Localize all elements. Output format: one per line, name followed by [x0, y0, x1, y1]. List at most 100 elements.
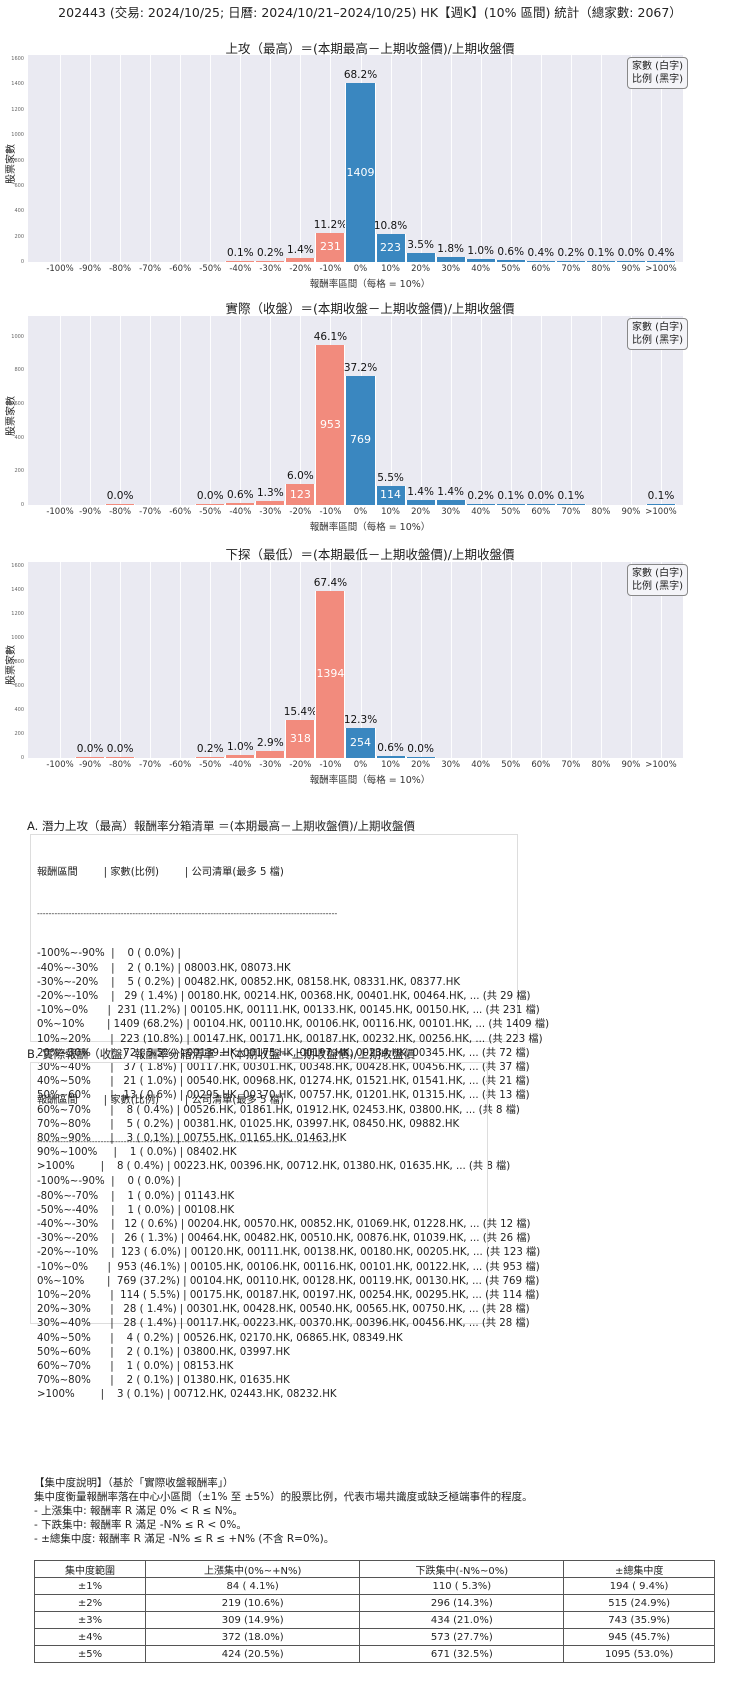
bar-percent-label: 0.1% — [226, 246, 254, 259]
list-item: -20%~-10% | 29 ( 1.4%) | 00180.HK, 00214… — [37, 991, 531, 1003]
bar-percent-label: 46.1% — [313, 330, 348, 343]
chart-legend: 家數 (白字) 比例 (黑字) — [627, 318, 688, 350]
x-tick-label: 80% — [591, 507, 611, 517]
grid-line — [330, 55, 332, 262]
bar-percent-label: 3.5% — [407, 238, 434, 251]
grid-line — [180, 55, 182, 262]
bar-count-label: 1409 — [346, 165, 375, 179]
x-tick-label: -40% — [229, 507, 252, 517]
grid-line — [60, 562, 61, 758]
x-tick-label: -50% — [199, 760, 222, 770]
table-cell: 84 ( 4.1%) — [145, 1577, 361, 1595]
bar-count-label: 1394 — [316, 667, 345, 681]
table-header: ±總集中度 — [563, 1560, 715, 1578]
list-item: 60%~70% | 1 ( 0.0%) | 08153.HK — [37, 1361, 234, 1373]
x-tick-label: -10% — [319, 264, 342, 274]
bar-percent-label: 1.4% — [407, 486, 434, 499]
grid-line — [210, 55, 212, 262]
grid-line — [270, 55, 272, 262]
list-item: 10%~20% | 114 ( 5.5%) | 00175.HK, 00187.… — [37, 1290, 540, 1302]
list-a-box: 報酬區間 | 家數(比例) | 公司清單(最多 5 檔) -----------… — [30, 834, 550, 1172]
histogram-bar — [255, 260, 286, 262]
x-tick-label: -80% — [109, 507, 132, 517]
histogram-bar — [435, 500, 466, 505]
histogram-bar: 953 — [315, 344, 346, 505]
list-item: -100%~-90% | 0 ( 0.0%) | — [37, 1176, 181, 1188]
y-axis-label: 股票家數 — [6, 143, 17, 184]
y-tick-label: 0 — [20, 502, 24, 508]
legend-ratio-label: 比例 (黑字) — [632, 581, 683, 592]
histogram-bar: 1409 — [345, 83, 376, 262]
grid-line — [60, 55, 61, 262]
x-tick-label: 0% — [353, 264, 368, 274]
grid-line — [390, 562, 392, 758]
histogram-bar — [525, 260, 556, 262]
table-cell: 671 (32.5%) — [359, 1645, 565, 1663]
plot-area: 0.0% 0.0% 0.2% 1.0% 2.9% 318 15.4% 1394 67.4% 254… — [28, 562, 683, 758]
grid-line — [540, 562, 542, 758]
list-item: 0%~10% | 1409 (68.2%) | 00104.HK, 00110.… — [37, 1019, 550, 1031]
list-item: -40%~-30% | 2 ( 0.1%) | 08003.HK, 08073.… — [37, 962, 291, 974]
list-a-header: 報酬區間 | 家數(比例) | 公司清單(最多 5 檔) — [37, 867, 284, 879]
table-cell: 110 ( 5.3%) — [359, 1577, 565, 1595]
x-tick-label: 60% — [531, 507, 551, 517]
grid-line — [510, 316, 512, 505]
bar-percent-label: 1.0% — [467, 245, 495, 258]
histogram-bar — [615, 260, 646, 262]
table-cell: 424 (20.5%) — [145, 1645, 361, 1663]
grid-line — [450, 562, 452, 758]
y-tick-label: 600 — [14, 401, 24, 408]
concentration-bullet: - ±總集中度: 報酬率 R 滿足 -N% ≤ R ≤ +N% (不含 R=0%… — [34, 1533, 335, 1545]
list-a-title: A. 潛力上攻（最高）報酬率分箱清單 ＝(本期最高－上期收盤價)/上期收盤價 — [27, 819, 415, 833]
grid-line — [390, 55, 392, 262]
y-tick-label: 200 — [14, 468, 24, 475]
histogram-bar — [465, 259, 496, 262]
x-tick-label: 40% — [471, 264, 491, 274]
plot-area: 0.0% 0.0% 0.6% 1.3% 123 6.0% 953 46.1% 769 37.2% 1… — [28, 316, 683, 505]
bar-percent-label: 2.9% — [257, 736, 284, 749]
bar-percent-label: 5.5% — [377, 471, 404, 484]
histogram-bar: 769 — [345, 375, 376, 505]
bar-percent-label: 0.0% — [196, 489, 224, 502]
list-item: -30%~-20% | 26 ( 1.3%) | 00464.HK, 00482… — [37, 1233, 531, 1245]
bar-percent-label: 0.6% — [497, 246, 525, 259]
histogram-bar — [255, 750, 286, 758]
x-tick-label: 50% — [501, 264, 521, 274]
bar-percent-label: 1.8% — [437, 243, 464, 256]
grid-line — [240, 562, 242, 758]
bar-percent-label: 0.6% — [226, 488, 254, 501]
x-tick-label: -50% — [199, 507, 222, 517]
histogram-bar — [195, 503, 226, 505]
grid-line — [661, 55, 662, 262]
x-tick-label: -80% — [109, 760, 132, 770]
x-tick-label: >100% — [645, 760, 677, 770]
x-tick-label: 90% — [621, 507, 641, 517]
x-tick-label: 20% — [411, 507, 431, 517]
bar-count-label: 223 — [380, 240, 402, 254]
grid-line — [180, 562, 182, 758]
legend-count-label: 家數 (白字) — [632, 61, 683, 72]
y-tick-label: 1200 — [11, 106, 24, 113]
list-item: 30%~40% | 37 ( 1.8%) | 00117.HK, 00301.H… — [37, 1062, 530, 1074]
bar-percent-label: 0.2% — [467, 489, 495, 502]
table-cell: 219 (10.6%) — [145, 1594, 361, 1612]
bar-percent-label: 0.1% — [557, 489, 585, 502]
x-tick-label: 90% — [621, 264, 641, 274]
grid-line — [120, 55, 122, 262]
x-tick-label: >100% — [645, 264, 677, 274]
x-tick-label: -20% — [289, 264, 312, 274]
table-cell: 743 (35.9%) — [563, 1611, 715, 1629]
concentration-section: 【集中度說明】（基於「實際收盤報酬率」） 集中度衡量報酬率落在中心小區間（±1%… — [34, 1476, 533, 1546]
table-cell: ±2% — [33, 1594, 147, 1612]
list-b-rows: -100%~-90% | 0 ( 0.0%) | -80%~-70% | 1 ( … — [37, 1175, 540, 1402]
list-item: -100%~-90% | 0 ( 0.0%) | — [37, 948, 181, 960]
bar-percent-label: 15.4% — [283, 705, 318, 718]
histogram-bar — [645, 503, 677, 505]
grid-line — [150, 316, 152, 505]
histogram-bar — [525, 503, 556, 505]
y-axis-label: 股票家數 — [6, 395, 17, 436]
x-tick-label: -20% — [289, 507, 312, 517]
histogram-bar — [555, 260, 586, 262]
bar-percent-label: 0.4% — [527, 246, 555, 259]
bar-percent-label: 0.2% — [257, 246, 284, 259]
